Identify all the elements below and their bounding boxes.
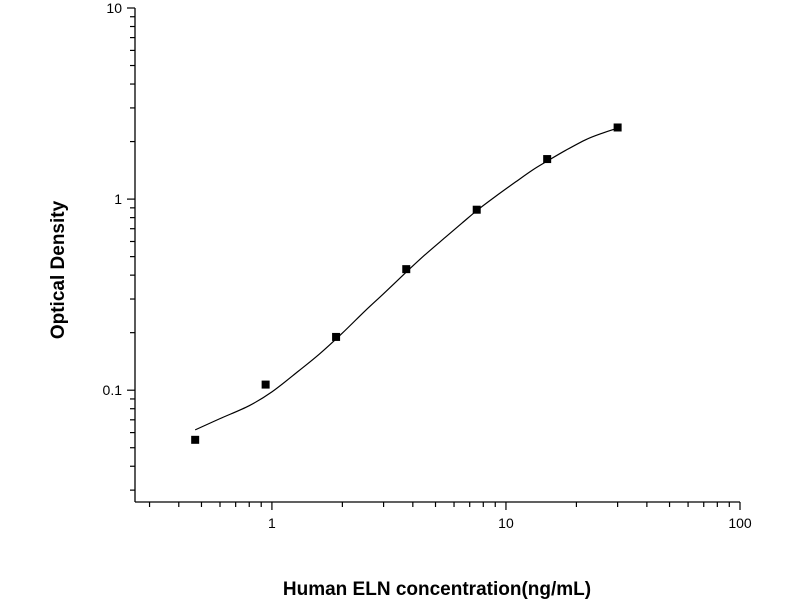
fit-curve (194, 127, 618, 431)
x-tick-label: 100 (728, 515, 752, 531)
data-point (261, 380, 270, 389)
ticks (127, 7, 741, 510)
data-point (402, 265, 411, 274)
tick-labels: 1 10 100 0.1 1 10 (103, 0, 752, 531)
y-tick-label: 0.1 (103, 382, 123, 398)
data-point (543, 155, 552, 164)
y-axis-title: Optical Density (48, 200, 69, 339)
x-tick-label: 1 (268, 515, 276, 531)
data-point (472, 205, 481, 214)
y-tick-label: 1 (114, 191, 122, 207)
data-point (191, 435, 200, 444)
data-point (613, 123, 622, 132)
axes (134, 8, 740, 503)
x-axis-title: Human ELN concentration(ng/mL) (283, 579, 591, 600)
x-tick-label: 10 (498, 515, 514, 531)
data-point (332, 332, 341, 341)
data-points (191, 123, 622, 444)
y-tick-label: 10 (106, 0, 122, 16)
